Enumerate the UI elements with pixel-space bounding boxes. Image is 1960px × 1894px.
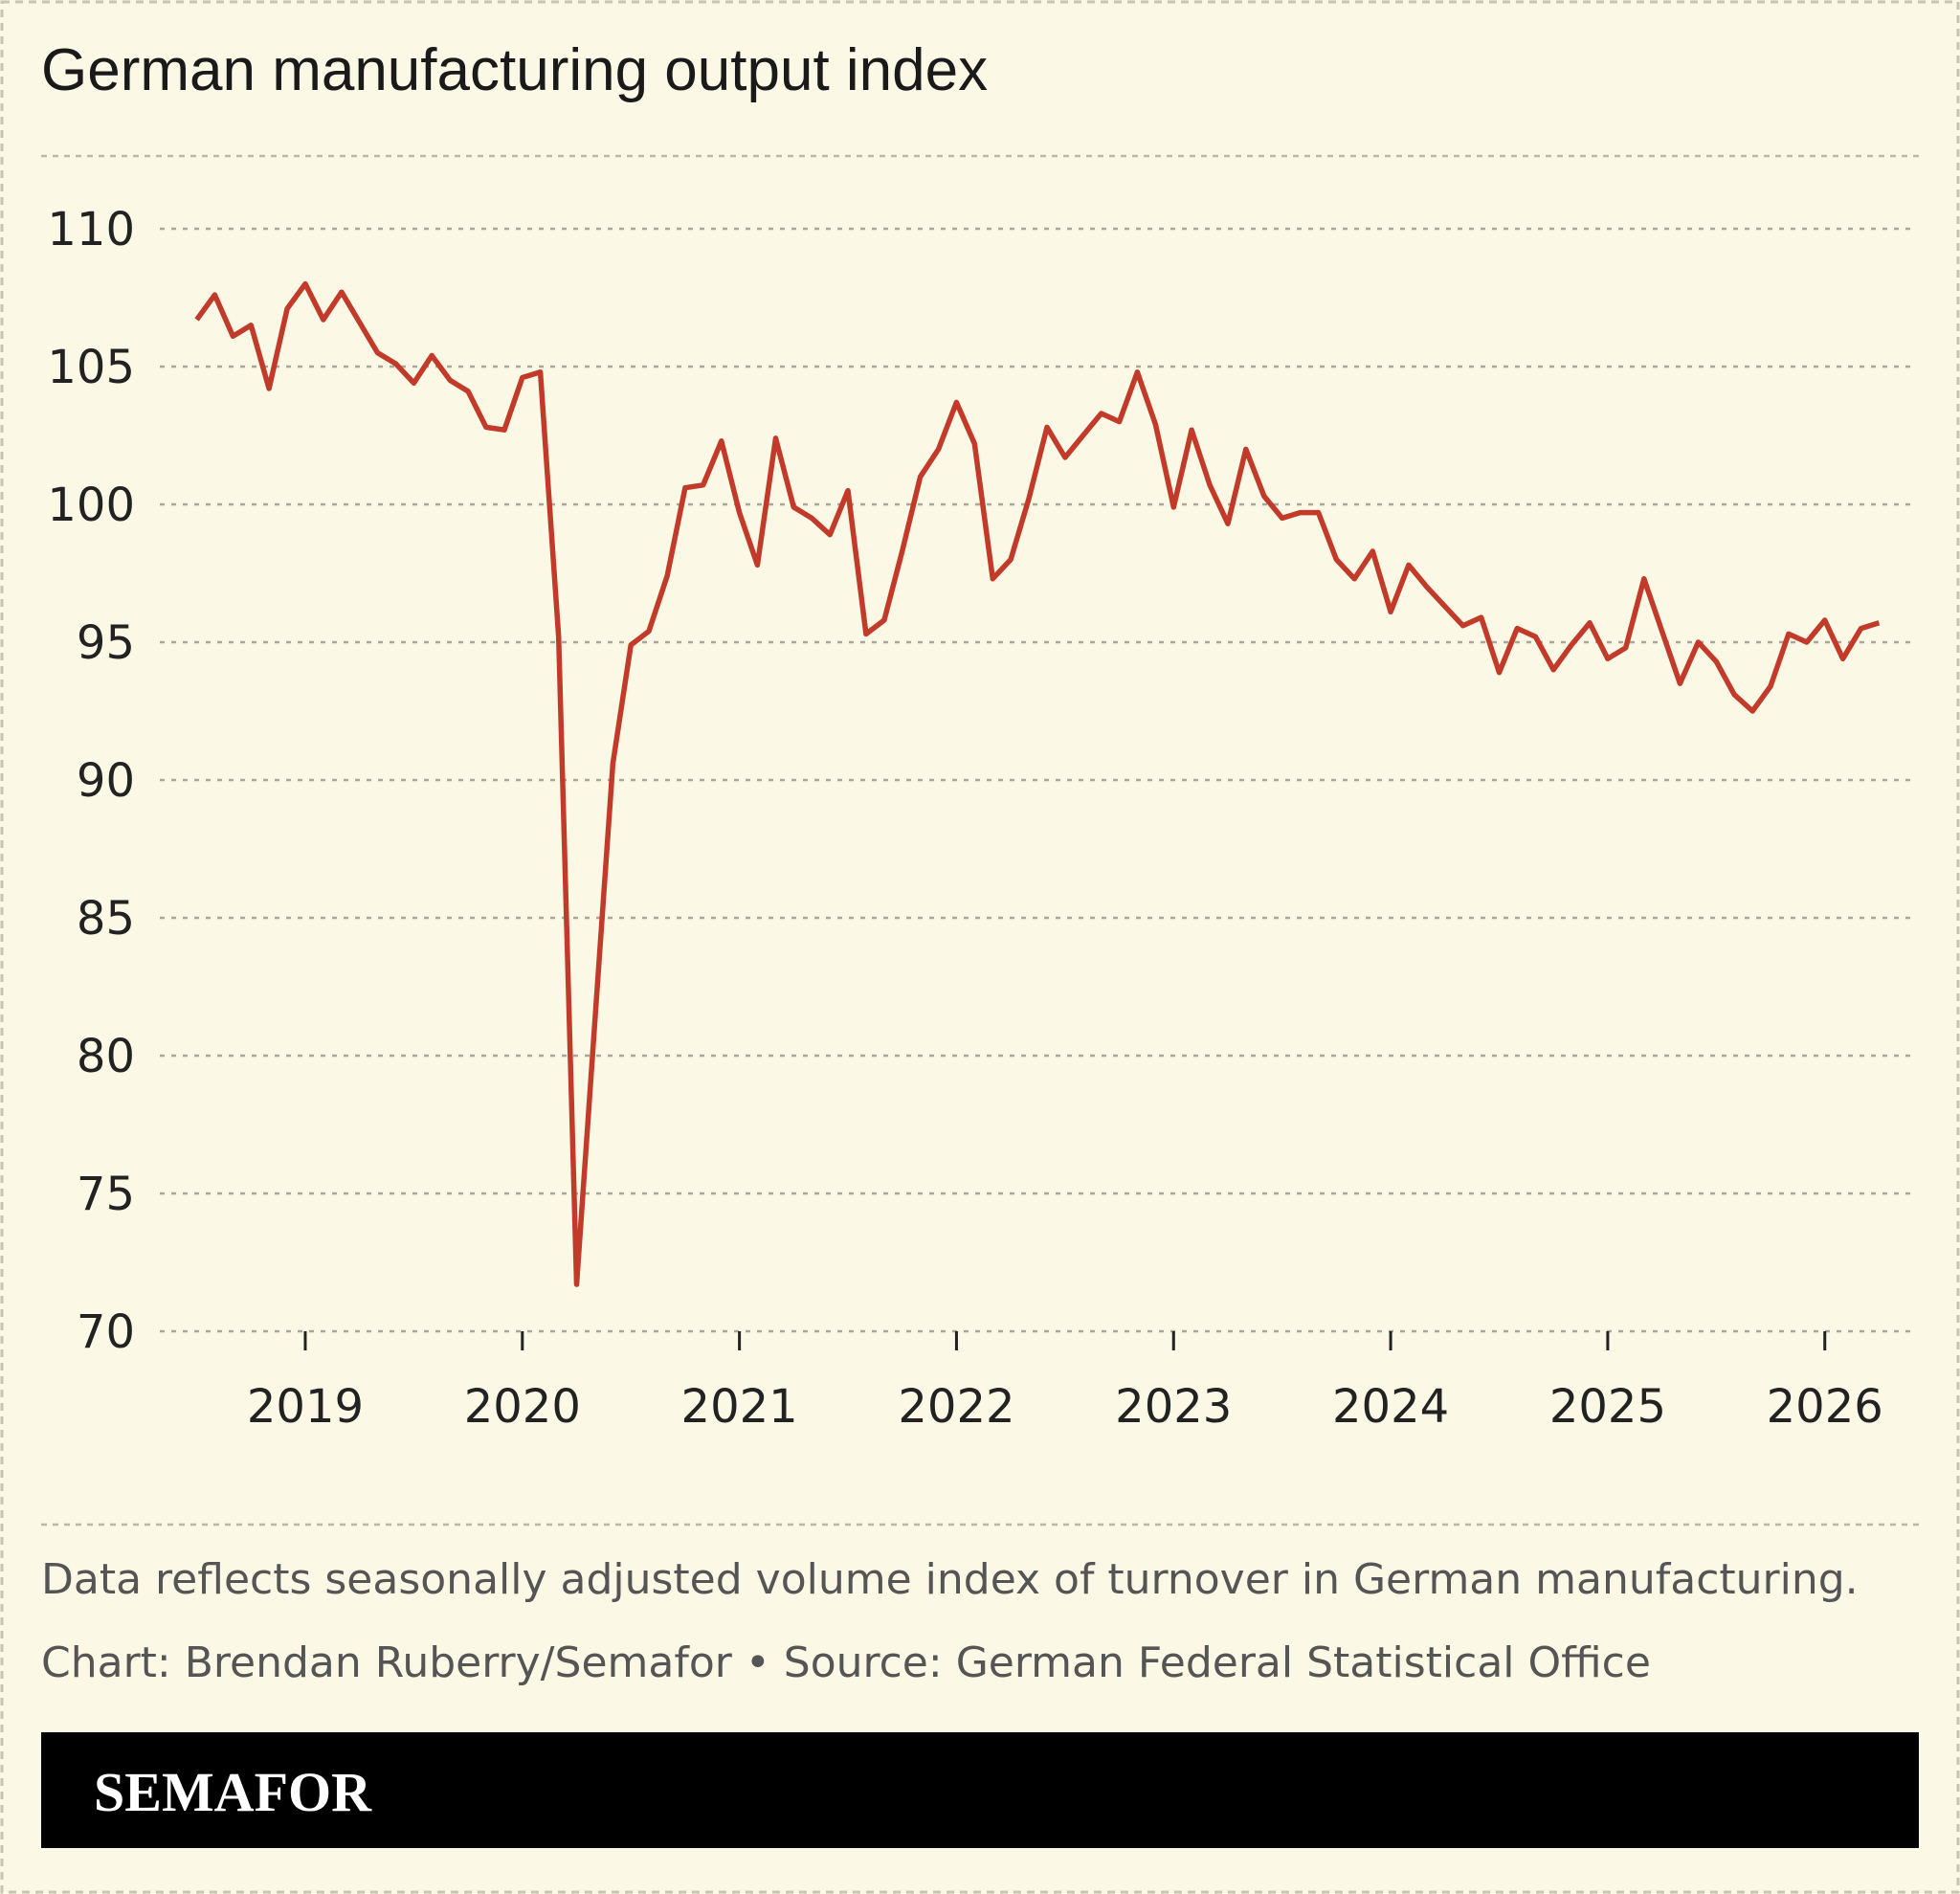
y-tick-label: 100 [47,479,135,532]
y-tick-label: 80 [77,1030,135,1083]
x-tick-label: 2023 [1115,1380,1232,1434]
x-tick-label: 2021 [681,1380,798,1434]
note: Data reflects seasonally adjusted volume… [41,1555,1859,1604]
brand: SEMAFOR [94,1761,372,1823]
x-tick-label: 2026 [1767,1380,1883,1434]
x-tick-label: 2024 [1332,1380,1449,1434]
plot: 70 75 80 85 90 95 100 105 110 2019 2020 2021 2022 202… [47,203,1916,1434]
y-tick-label: 95 [77,616,135,670]
x-tick-label: 2022 [898,1380,1014,1434]
y-tick-label: 85 [77,892,135,946]
x-tick-label: 2020 [464,1380,581,1434]
y-tick-label: 90 [77,754,135,808]
x-tick-label: 2019 [247,1380,364,1434]
data-line [194,280,1881,1287]
y-tick-label: 70 [77,1305,135,1359]
x-tick-label: 2025 [1549,1380,1666,1434]
source: Chart: Brendan Ruberry/Semafor • Source:… [41,1638,1651,1687]
y-tick-label: 110 [47,203,135,256]
brand-bar [41,1732,1919,1848]
y-tick-label: 75 [77,1168,135,1221]
y-tick-label: 105 [47,341,135,394]
chart-title: German manufacturing output index [41,37,988,103]
